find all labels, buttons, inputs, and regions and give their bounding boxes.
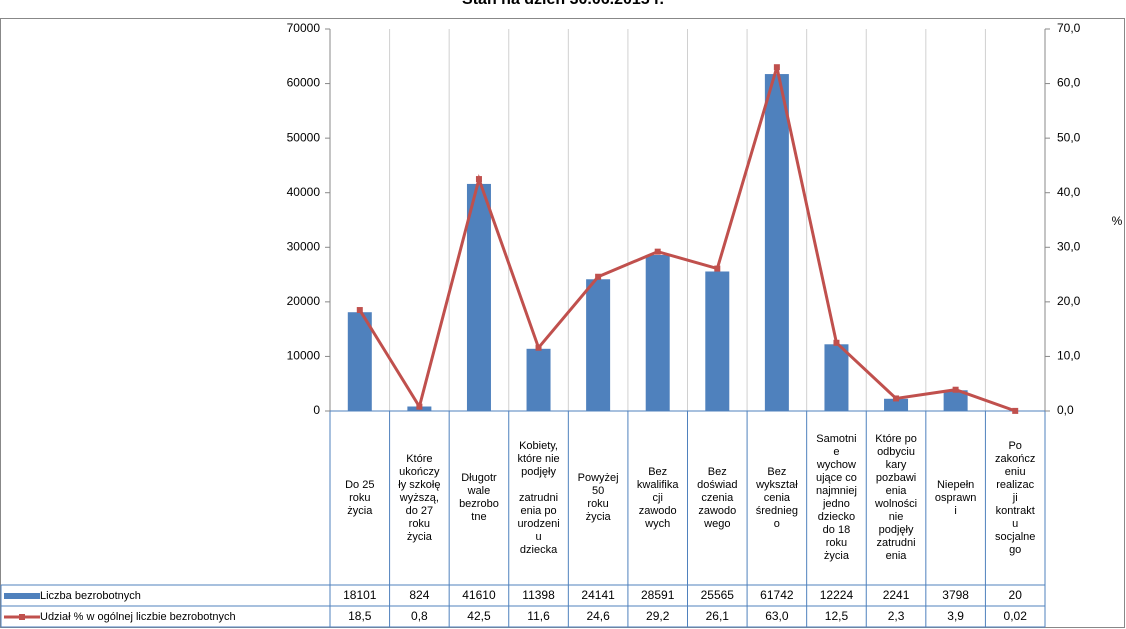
line-marker: [356, 307, 363, 314]
category-label: Które po odbyciu kary pozbawi enia wolno…: [874, 433, 918, 562]
category-label: Długotr wale bezrobo tne: [459, 472, 499, 523]
table-value: 12224: [819, 588, 854, 602]
category-label: Samotni e wychow ujące co najmniej jedno…: [815, 433, 857, 562]
line-marker: [952, 386, 959, 393]
category-label: Kobiety, które nie podjęły zatrudni enia…: [517, 439, 560, 556]
line-marker: [475, 176, 482, 183]
table-value: 2241: [882, 588, 910, 602]
table-value: 11398: [522, 588, 555, 602]
category-label: Powyżej 50 roku życia: [577, 472, 619, 523]
table-value: 0,02: [1003, 609, 1027, 623]
y-tick-label: 50000: [287, 130, 321, 144]
chart-title: Stan na dzień 30.06.2015 r.: [0, 0, 1126, 9]
line-marker: [416, 403, 423, 410]
table-value: 12,5: [824, 609, 849, 623]
bar: [764, 74, 789, 411]
table-value: 26,1: [705, 609, 729, 623]
y-tick-label: 70000: [287, 21, 321, 35]
bar: [466, 183, 491, 411]
table-value: 24141: [581, 588, 615, 602]
category-label: Bez doświad czenia zawodo wego: [697, 465, 738, 530]
table-value: 2,3: [887, 609, 905, 623]
line: [358, 66, 1016, 413]
bar: [705, 271, 730, 411]
y2-axis-label: %: [1112, 214, 1123, 228]
table-value: 42,5: [467, 609, 491, 623]
bar: [884, 398, 909, 411]
bar: [943, 390, 968, 411]
table-value: 3798: [942, 588, 969, 602]
line-marker: [893, 395, 900, 402]
legend-label: Liczba bezrobotnych: [40, 589, 141, 602]
table-value: 3,9: [947, 609, 964, 623]
table-value: 18,5: [348, 609, 372, 623]
legend-entry: Udział % w ogólnej liczbie bezrobotnych: [4, 606, 326, 627]
category-label: Które ukończy ły szkołę wyższą, do 27 ro…: [398, 452, 441, 543]
line-marker: [833, 339, 840, 346]
line-marker: [1012, 407, 1019, 414]
bar: [645, 254, 670, 411]
y-tick-label: 60000: [287, 76, 321, 90]
table-value: 24,6: [586, 609, 610, 623]
category-label: Bez kwalifika cji zawodo wych: [636, 465, 679, 530]
table-value: 41610: [462, 588, 496, 602]
bar: [586, 279, 611, 411]
category-label: Bez wykształ cenia średnieg o: [755, 465, 798, 530]
line-marker: [714, 265, 721, 272]
table-value: 25565: [700, 588, 734, 602]
table-value: 63,0: [765, 609, 789, 623]
line-marker: [654, 248, 661, 255]
y-tick-label: 20000: [287, 294, 321, 308]
y2-tick-label: 30,0: [1057, 239, 1081, 253]
legend-entry: Liczba bezrobotnych: [4, 585, 326, 606]
table-value: 29,2: [646, 609, 670, 623]
table-value: 11,6: [527, 609, 550, 623]
line-marker: [595, 273, 602, 280]
category-label: Po zakończ eniu realizac ji kontrakt u s…: [995, 439, 1036, 556]
y2-tick-label: 10,0: [1057, 349, 1081, 363]
table-value: 18101: [343, 588, 377, 602]
line-marker: [773, 64, 780, 71]
table-value: 20: [1008, 588, 1022, 602]
table-value: 28591: [641, 588, 675, 602]
legend-key: [4, 592, 40, 599]
table-value: 61742: [760, 588, 794, 602]
bar: [347, 312, 372, 411]
y2-tick-label: 50,0: [1057, 130, 1081, 144]
table-value: 824: [409, 588, 430, 602]
line-marker: [535, 344, 542, 351]
table-value: 0,8: [411, 609, 428, 623]
legend-key: [4, 613, 40, 620]
y-tick-label: 30000: [287, 239, 321, 253]
bar: [526, 348, 551, 411]
y2-tick-label: 70,0: [1057, 21, 1081, 35]
y2-tick-label: 0,0: [1057, 403, 1074, 417]
category-label: Niepełn osprawn i: [934, 478, 977, 517]
category-label: Do 25 roku życia: [345, 478, 375, 517]
y2-tick-label: 40,0: [1057, 185, 1081, 199]
y-tick-label: 40000: [287, 185, 321, 199]
y2-tick-label: 20,0: [1057, 294, 1081, 308]
legend-label: Udział % w ogólnej liczbie bezrobotnych: [40, 610, 236, 623]
bar: [824, 344, 849, 411]
y-tick-label: 0: [313, 403, 320, 417]
y-tick-label: 10000: [287, 349, 321, 363]
y2-tick-label: 60,0: [1057, 76, 1081, 90]
